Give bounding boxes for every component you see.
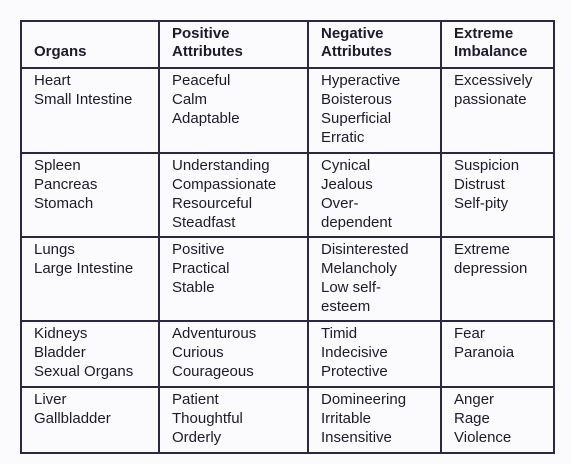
table-cell: Anger Rage Violence (440, 386, 555, 454)
cell-line: Fear (454, 325, 485, 342)
cell-line: Domineering (321, 391, 407, 408)
cell-line: Paranoia (454, 344, 515, 361)
table-cell: Adventurous Curious Courageous (158, 320, 309, 388)
cell-line: Anger (454, 391, 495, 408)
cell-line: Jealous (321, 176, 373, 193)
cell-line: passionate (454, 91, 527, 108)
cell-line: Patient (172, 391, 219, 408)
cell-line: Sexual Organs (34, 363, 134, 380)
cell-line: Spleen (34, 157, 81, 174)
attributes-table: Organs Positive Attributes Negative Attribut… (20, 20, 555, 454)
table-cell: Liver Gallbladder (20, 386, 160, 454)
table-cell: Disinterested Melancholy Low self-esteem (307, 236, 442, 322)
table-cell: Timid Indecisive Protective (307, 320, 442, 388)
table-cell: Suspicion Distrust Self-pity (440, 152, 555, 238)
cell-line: Large Intestine (34, 260, 134, 277)
cell-line: Liver (34, 391, 67, 408)
cell-line: Negative (321, 25, 384, 42)
table-cell: Fear Paranoia (440, 320, 555, 388)
cell-line: Cynical (321, 157, 371, 174)
cell-line: Thoughtful (172, 410, 243, 427)
cell-line: Compassionate (172, 176, 277, 193)
cell-line: Hyperactive (321, 72, 401, 89)
cell-line: esteem (321, 298, 371, 315)
cell-line: dependent (321, 214, 392, 231)
cell-line: Kidneys (34, 325, 88, 342)
cell-line: Timid (321, 325, 358, 342)
cell-line: Calm (172, 91, 208, 108)
table-cell: Domineering Irritable Insensitive (307, 386, 442, 454)
header-cell: Positive Attributes (158, 20, 309, 69)
table-cell: Positive Practical Stable (158, 236, 309, 322)
header-cell: Organs (20, 20, 160, 69)
cell-line: Small Intestine (34, 91, 133, 108)
table-cell: Peaceful Calm Adaptable (158, 67, 309, 154)
table-header: Organs Positive Attributes Negative Attribut… (20, 20, 555, 69)
table-cell: Heart Small Intestine (20, 67, 160, 154)
table-cell: Extreme depression (440, 236, 555, 322)
cell-line: Positive (172, 25, 230, 42)
table-cell: Spleen Pancreas Stomach (20, 152, 160, 238)
cell-line: Pancreas (34, 176, 98, 193)
table-body: Heart Small Intestine Peaceful Calm Adaptabl… (20, 67, 555, 454)
cell-line: Adaptable (172, 110, 240, 127)
cell-line: Understanding (172, 157, 270, 174)
cell-line: Distrust (454, 176, 505, 193)
table-row: Lungs Large Intestine Positive Practical Sta… (20, 236, 555, 322)
cell-line: Violence (454, 429, 512, 446)
cell-line: Heart (34, 72, 71, 89)
table-cell: Kidneys Bladder Sexual Organs (20, 320, 160, 388)
table-cell: Cynical Jealous Over-dependent (307, 152, 442, 238)
cell-line: Imbalance (454, 43, 528, 60)
cell-line: Bladder (34, 344, 86, 361)
header-row: Organs Positive Attributes Negative Attribut… (20, 20, 555, 69)
cell-line: Resourceful (172, 195, 253, 212)
cell-line: Attributes (172, 43, 243, 60)
cell-line: Orderly (172, 429, 222, 446)
cell-line: Erratic (321, 129, 365, 146)
cell-line: Boisterous (321, 91, 392, 108)
cell-line: Organs (34, 43, 87, 60)
cell-line: Extreme (454, 25, 514, 42)
cell-line: Steadfast (172, 214, 236, 231)
table-row: Kidneys Bladder Sexual Organs Adventurous Cu… (20, 320, 555, 388)
cell-line: Adventurous (172, 325, 257, 342)
cell-line: depression (454, 260, 528, 277)
cell-line: Curious (172, 344, 224, 361)
table-row: Liver Gallbladder Patient Thoughtful Orderly… (20, 386, 555, 454)
cell-line: Stomach (34, 195, 94, 212)
cell-line: Practical (172, 260, 230, 277)
cell-line: Lungs (34, 241, 75, 258)
table-cell: Understanding Compassionate Resourceful Ste… (158, 152, 309, 238)
cell-line: Over- (321, 195, 359, 212)
cell-line: Insensitive (321, 429, 392, 446)
cell-line: Rage (454, 410, 490, 427)
cell-line: Gallbladder (34, 410, 111, 427)
cell-line: Melancholy (321, 260, 397, 277)
table-cell: Patient Thoughtful Orderly (158, 386, 309, 454)
cell-line: Low self- (321, 279, 382, 296)
cell-line: Superficial (321, 110, 392, 127)
table-cell: Hyperactive Boisterous Superficial Erratic (307, 67, 442, 154)
cell-line: Indecisive (321, 344, 388, 361)
header-cell: Extreme Imbalance (440, 20, 555, 69)
cell-line: Positive (172, 241, 225, 258)
cell-line: Suspicion (454, 157, 520, 174)
table-row: Spleen Pancreas Stomach Understanding Compas… (20, 152, 555, 238)
table-row: Heart Small Intestine Peaceful Calm Adaptabl… (20, 67, 555, 154)
cell-line: Courageous (172, 363, 254, 380)
table-cell: Lungs Large Intestine (20, 236, 160, 322)
cell-line: Attributes (321, 43, 392, 60)
cell-line: Self-pity (454, 195, 509, 212)
cell-line: Protective (321, 363, 388, 380)
header-cell: Negative Attributes (307, 20, 442, 69)
cell-line: Stable (172, 279, 215, 296)
cell-line: Irritable (321, 410, 372, 427)
cell-line: Extreme (454, 241, 510, 258)
cell-line: Peaceful (172, 72, 231, 89)
table-cell: Excessively passionate (440, 67, 555, 154)
cell-line: Excessively (454, 72, 533, 89)
cell-line: Disinterested (321, 241, 409, 258)
